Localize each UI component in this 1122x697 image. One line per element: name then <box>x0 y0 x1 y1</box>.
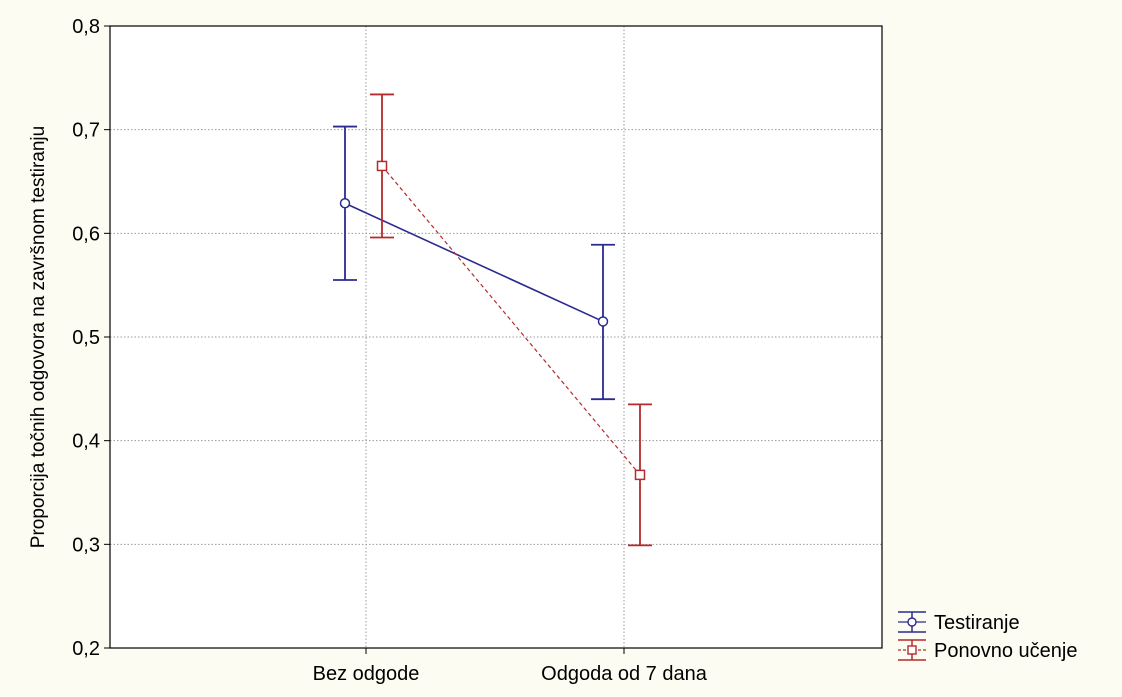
legend-label: Ponovno učenje <box>934 640 1077 662</box>
axis-layer: 0,2 0,3 0,4 0,5 0,6 0,7 0,8 Bez odgode Odgoda od… <box>72 16 708 685</box>
y-tick-label: 0,4 <box>72 431 100 453</box>
data-point <box>376 160 388 172</box>
y-tick-label: 0,5 <box>72 327 100 349</box>
y-axis-title: Proporcija točnih odgovora na završnom t… <box>28 126 49 548</box>
legend: Testiranje Ponovno učenje <box>898 611 1077 662</box>
data-point <box>597 316 609 327</box>
legend-marker <box>907 617 917 627</box>
legend-label: Testiranje <box>934 612 1020 634</box>
y-tick-label: 0,3 <box>72 534 100 556</box>
series-layer <box>333 93 652 547</box>
y-tick-label: 0,2 <box>72 638 100 660</box>
x-category-label: Odgoda od 7 dana <box>541 663 708 685</box>
grid-layer <box>110 26 882 648</box>
data-point <box>634 469 646 481</box>
y-tick-label: 0,6 <box>72 223 100 245</box>
data-point <box>339 198 351 209</box>
series-line <box>344 202 604 323</box>
y-tick-label: 0,7 <box>72 120 100 142</box>
y-tick-label: 0,8 <box>72 16 100 38</box>
legend-marker <box>907 645 917 655</box>
x-category-label: Bez odgode <box>313 663 420 685</box>
